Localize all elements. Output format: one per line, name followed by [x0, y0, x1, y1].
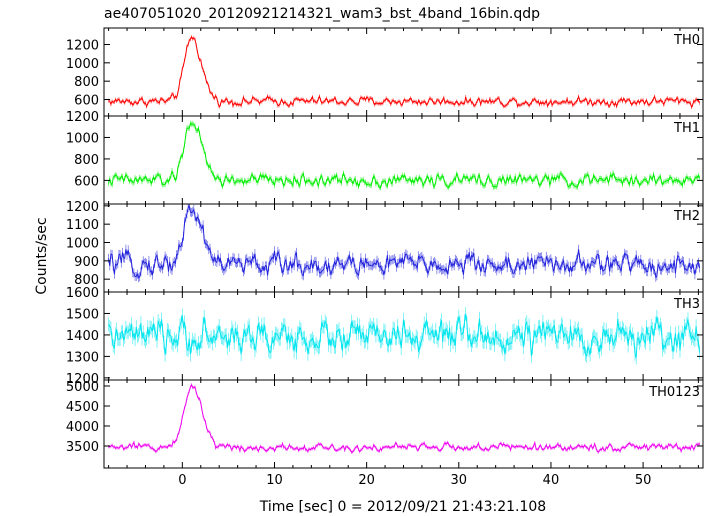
y-axis-label: Counts/sec [34, 217, 50, 294]
y-tick-label: 1300 [66, 350, 99, 365]
y-tick-label: 1100 [66, 218, 99, 233]
y-tick-label: 3500 [66, 440, 99, 455]
y-tick-label: 800 [74, 153, 99, 168]
error-bars-th2 [108, 204, 700, 283]
x-tick-label: 20 [358, 473, 375, 488]
panel-frame [103, 203, 704, 293]
x-tick-label: 40 [543, 473, 560, 488]
y-tick-label: 600 [74, 174, 99, 189]
y-tick-label: 1400 [66, 329, 99, 344]
panel-label: TH1 [673, 121, 700, 136]
error-bars-th0 [108, 35, 700, 109]
x-tick-label: 30 [451, 473, 468, 488]
y-tick-label: 1000 [66, 237, 99, 252]
y-tick-label: 1500 [66, 307, 99, 322]
error-bars-th0123 [108, 383, 700, 454]
series-line-th1 [108, 122, 700, 189]
chart-title: ae407051020_20120921214321_wam3_bst_4ban… [104, 6, 540, 22]
panel-frame [103, 379, 704, 469]
y-tick-label: 900 [74, 255, 99, 270]
panel-label: TH0123 [648, 385, 700, 400]
y-tick-label: 600 [74, 94, 99, 109]
panel-th0123: 3500 4000 4500 5000 TH0123 [66, 379, 704, 469]
x-tick-label: 50 [635, 473, 652, 488]
y-tick-label: 5000 [66, 380, 99, 395]
y-tick-label: 1200 [66, 110, 99, 125]
y-tick-label: 800 [74, 75, 99, 90]
y-tick-label: 1200 [66, 200, 99, 215]
series-line-th3 [108, 313, 700, 358]
x-tick-label: 0 [178, 473, 186, 488]
y-tick-label: 1000 [66, 131, 99, 146]
y-tick-label: 1600 [66, 286, 99, 301]
panel-frame [103, 115, 704, 205]
y-tick-label: 4500 [66, 400, 99, 415]
panel-label: TH2 [673, 209, 700, 224]
error-bars-th3 [108, 307, 700, 365]
series-line-th0123 [108, 383, 700, 454]
x-axis-label: Time [sec] 0 = 2012/09/21 21:43:21.108 [259, 499, 546, 515]
y-tick-label: 1200 [66, 39, 99, 54]
panel-label: TH0 [673, 33, 700, 48]
panel-frame [103, 291, 704, 381]
y-tick-label: 800 [74, 273, 99, 288]
y-tick-label: 4000 [66, 420, 99, 435]
series-line-th0 [108, 35, 700, 109]
error-bars-th1 [108, 120, 700, 191]
panel-th1: 600 800 1000 1200 TH1 [66, 110, 704, 205]
panel-th3: 1200 1300 1400 1500 1600 TH3 [66, 286, 704, 387]
y-tick-label: 1000 [66, 57, 99, 72]
panel-th0: 600 800 1000 1200 TH0 [66, 27, 704, 117]
x-tick-label: 10 [266, 473, 283, 488]
series-line-th2 [108, 204, 700, 279]
y-tick-label: 1200 [66, 372, 99, 387]
panel-th2: 800 900 1000 1100 1200 TH2 [66, 200, 704, 293]
panels-group: 600 800 1000 1200 TH0 600 800 1000 1200 TH1 800 900… [66, 27, 704, 488]
panel-label: TH3 [673, 297, 700, 312]
